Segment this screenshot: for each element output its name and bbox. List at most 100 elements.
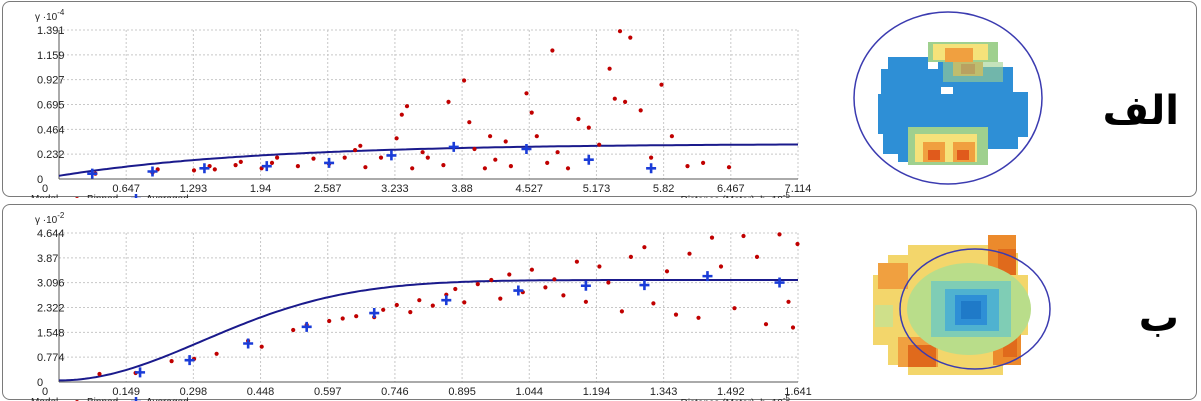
binned-point <box>555 150 560 155</box>
binned-point <box>628 254 634 259</box>
map-cell <box>881 69 941 94</box>
y-tick-label: 0.695 <box>37 100 65 112</box>
binned-point <box>291 327 296 333</box>
x-tick-label: 1.343 <box>650 386 678 398</box>
map-cell <box>945 48 973 62</box>
binned-point <box>404 104 410 109</box>
averaged-point <box>386 150 397 161</box>
legend-averaged-swatch <box>131 194 141 198</box>
binned-point <box>453 286 458 292</box>
map-cell <box>943 62 1003 82</box>
averaged-point <box>147 166 158 177</box>
y-axis-label: γ ·10-2 <box>35 211 65 226</box>
binned-point <box>619 309 625 314</box>
map-boundary-ellipse <box>899 248 1051 370</box>
x-tick-label: 1.94 <box>250 183 271 195</box>
x-tick-label: 1.492 <box>717 386 745 398</box>
binned-point <box>408 310 413 315</box>
binned-point <box>565 166 571 171</box>
x-tick-label: 7.114 <box>785 183 812 195</box>
binned-point <box>617 29 623 34</box>
binned-point <box>607 66 612 71</box>
legend-averaged-label: Averaged <box>146 397 189 401</box>
binned-point <box>507 272 512 277</box>
y-tick-label: 0 <box>37 174 43 186</box>
x-tick-label: 5.82 <box>653 183 674 195</box>
binned-point <box>488 134 493 139</box>
binned-point <box>795 241 800 247</box>
map-cell <box>875 305 893 327</box>
binned-point <box>545 160 550 165</box>
x-tick-label: 1.641 <box>784 386 812 398</box>
binned-point <box>718 264 724 269</box>
binned-point <box>191 168 197 173</box>
binned-point <box>420 150 425 155</box>
binned-point <box>417 298 422 303</box>
x-tick-label: 3.233 <box>381 183 409 195</box>
x-tick-label: 4.527 <box>516 183 544 195</box>
binned-point <box>552 277 557 282</box>
averaged-point <box>301 321 312 332</box>
kriging-map-b <box>873 235 1051 375</box>
map-cell <box>957 150 969 160</box>
binned-point <box>543 285 548 290</box>
binned-point <box>561 293 566 298</box>
binned-point <box>295 164 300 169</box>
averaged-point <box>513 285 524 296</box>
map-cell <box>961 301 981 319</box>
averaged-point <box>639 280 650 291</box>
map-boundary-ellipse <box>853 11 1043 185</box>
binned-point <box>642 245 647 250</box>
binned-point <box>550 48 555 53</box>
binned-point <box>576 116 581 122</box>
x-tick-label: 0.149 <box>112 386 140 398</box>
binned-point <box>462 78 467 83</box>
binned-point <box>394 302 399 308</box>
binned-point <box>586 125 591 130</box>
binned-point <box>687 251 692 256</box>
binned-point <box>475 282 480 287</box>
x-tick-label: 0 <box>42 386 48 398</box>
averaged-point <box>324 157 335 168</box>
averaged-point <box>441 295 452 306</box>
x-tick-label: 3.88 <box>451 183 472 195</box>
binned-point <box>673 312 679 317</box>
x-tick-label: 0.298 <box>180 386 208 398</box>
binned-point <box>777 232 782 237</box>
binned-point <box>467 120 472 125</box>
binned-point <box>786 299 791 304</box>
binned-point <box>574 259 580 264</box>
legend-binned-label: Binned <box>87 397 118 401</box>
y-tick-label: 0.232 <box>37 149 65 161</box>
binned-point <box>732 306 737 311</box>
averaged-point <box>702 271 713 282</box>
binned-point <box>534 134 539 139</box>
binned-point <box>441 163 446 168</box>
panel-label: الف <box>1103 88 1179 134</box>
binned-point <box>259 344 264 349</box>
y-tick-label: 1.548 <box>37 327 65 339</box>
binned-point <box>394 136 399 141</box>
semivariogram-chart-a: 0 0.647 1.293 1.94 2.587 3.233 3.88 4.527 5.173 5… <box>31 8 1179 198</box>
binned-point <box>597 264 602 269</box>
binned-point <box>498 296 503 301</box>
averaged-point <box>261 161 272 172</box>
binned-point <box>503 139 508 144</box>
averaged-point <box>448 141 459 152</box>
y-tick-label: 1.159 <box>37 50 65 62</box>
map-cell <box>908 345 936 367</box>
binned-point <box>612 96 617 101</box>
y-tick-label: 3.096 <box>37 278 65 290</box>
averaged-point <box>87 168 98 179</box>
binned-point <box>529 267 535 272</box>
binned-point <box>410 166 415 171</box>
x-tick-label: 1.293 <box>180 183 208 195</box>
binned-point <box>726 165 732 170</box>
binned-point <box>275 155 280 160</box>
map-cell <box>878 263 908 289</box>
x-tick-label: 6.467 <box>717 183 745 195</box>
x-tick-label: 0.746 <box>381 386 409 398</box>
binned-point <box>669 134 675 139</box>
y-tick-label: 2.322 <box>37 303 65 315</box>
binned-point <box>597 142 602 147</box>
